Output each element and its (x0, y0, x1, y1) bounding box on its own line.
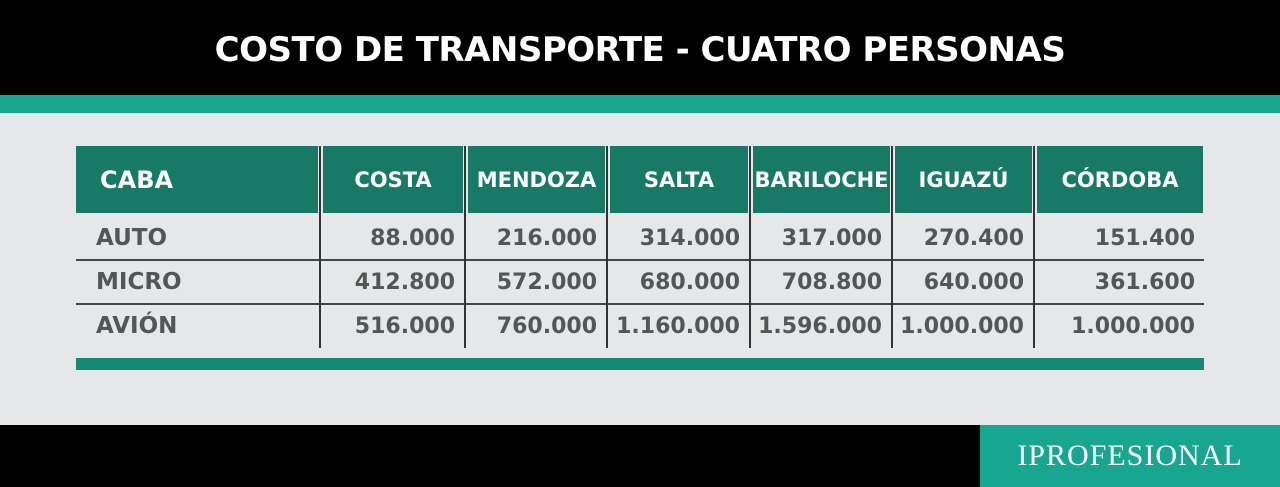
title: COSTO DE TRANSPORTE - CUATRO PERSONAS (0, 0, 1280, 95)
logo: IPROFESIONAL (980, 425, 1280, 487)
cell-value: 572.000 (496, 269, 597, 295)
table-bottom-bar (76, 358, 1204, 370)
cell-value: 1.000.000 (900, 313, 1024, 339)
column-divider (1033, 146, 1035, 348)
cell-value: 151.400 (1094, 225, 1195, 251)
column-divider (891, 146, 893, 348)
cell-value: 317.000 (781, 225, 882, 251)
column-header: SALTA (610, 146, 748, 213)
row-divider (76, 303, 1204, 305)
cell-value: 760.000 (496, 313, 597, 339)
cell-value: 640.000 (923, 269, 1024, 295)
cell-value: 1.160.000 (616, 313, 740, 339)
column-header: COSTA (323, 146, 463, 213)
cell-value: 216.000 (496, 225, 597, 251)
cell-value: 88.000 (370, 225, 455, 251)
cell-value: 516.000 (354, 313, 455, 339)
cell-value: 1.000.000 (1071, 313, 1195, 339)
column-divider (319, 146, 321, 348)
column-header: CABA (76, 146, 318, 213)
cell-value: 412.800 (354, 269, 455, 295)
cell-value: 314.000 (639, 225, 740, 251)
column-header: MENDOZA (468, 146, 605, 213)
column-divider (464, 146, 466, 348)
row-label: AUTO (96, 225, 168, 251)
cell-value: 680.000 (639, 269, 740, 295)
row-label: AVIÓN (96, 313, 178, 339)
column-header: CÓRDOBA (1037, 146, 1203, 213)
column-divider (749, 146, 751, 348)
row-label: MICRO (96, 269, 182, 295)
stripe (0, 95, 1280, 113)
cell-value: 361.600 (1094, 269, 1195, 295)
cell-value: 1.596.000 (758, 313, 882, 339)
column-header: BARILOCHE (753, 146, 890, 213)
cell-value: 708.800 (781, 269, 882, 295)
cell-value: 270.400 (923, 225, 1024, 251)
column-header: IGUAZÚ (895, 146, 1032, 213)
row-divider (76, 259, 1204, 261)
column-divider (606, 146, 608, 348)
